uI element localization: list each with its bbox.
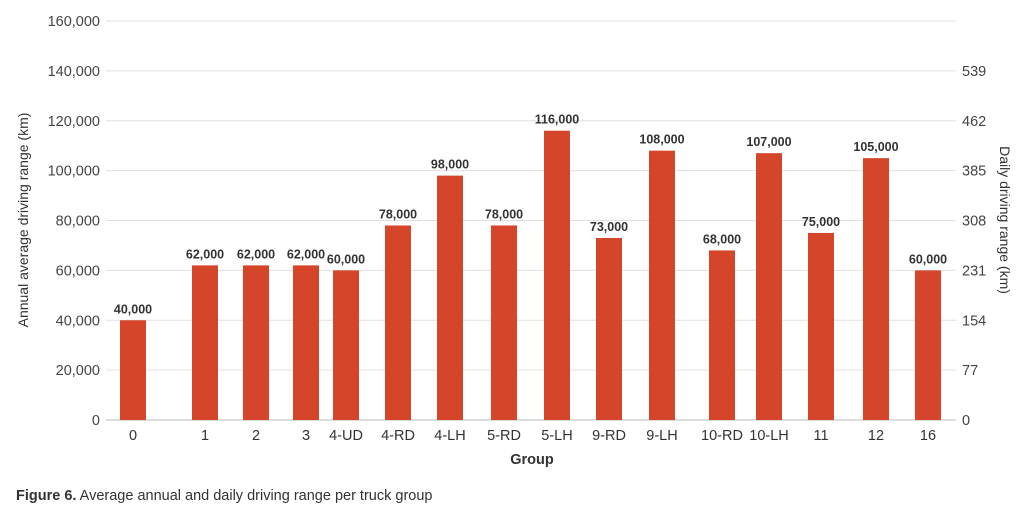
- bar: [756, 153, 782, 420]
- y-tick-label: 20,000: [56, 363, 100, 379]
- bar: [596, 237, 622, 420]
- data-label: 73,000: [590, 220, 628, 234]
- bar: [649, 150, 675, 421]
- bar: [709, 250, 735, 420]
- bar-chart: 0 20,000 40,000 60,000 80,000 100,000 120,000 1…: [15, 14, 1013, 468]
- data-label: 68,000: [703, 232, 741, 246]
- data-label: 98,000: [431, 158, 469, 172]
- data-label: 78,000: [485, 207, 523, 221]
- y2-axis-title: Daily driving range (km): [997, 146, 1013, 294]
- bar: [192, 265, 218, 420]
- category-label: 4-LH: [434, 428, 465, 444]
- bar: [437, 175, 463, 420]
- category-label: 10-LH: [749, 428, 789, 444]
- y2-tick-label: 154: [962, 313, 986, 329]
- category-labels: 0 1 2 3 4-UD 4-RD 4-LH 5-RD 5-LH 9-RD 9-LH 10-RD 10-…: [129, 428, 936, 444]
- bar: [293, 265, 319, 420]
- data-label: 62,000: [237, 247, 275, 261]
- y-tick-label: 120,000: [48, 114, 100, 130]
- category-label: 0: [129, 428, 137, 444]
- y2-tick-label: 0: [962, 413, 970, 429]
- figure-caption: Figure 6. Average annual and daily drivi…: [16, 488, 432, 504]
- bar: [808, 232, 834, 420]
- y-tick-label: 100,000: [48, 164, 100, 180]
- y2-tick-label: 462: [962, 114, 986, 130]
- category-label: 5-LH: [541, 428, 572, 444]
- data-label: 60,000: [327, 252, 365, 266]
- data-label: 62,000: [287, 247, 325, 261]
- y2-tick-label: 231: [962, 263, 986, 279]
- bar: [120, 320, 146, 420]
- category-label: 10-RD: [701, 428, 743, 444]
- y-tick-label: 160,000: [48, 14, 100, 30]
- data-label: 75,000: [802, 215, 840, 229]
- y-tick-label: 40,000: [56, 313, 100, 329]
- bar: [863, 158, 889, 420]
- y2-tick-label: 385: [962, 164, 986, 180]
- right-axis-ticks: 0 77 154 231 308 385 462 539: [962, 64, 986, 429]
- data-label: 108,000: [639, 133, 684, 147]
- category-label: 1: [201, 428, 209, 444]
- bar: [491, 225, 517, 420]
- y-axis-title: Annual average driving range (km): [15, 113, 31, 328]
- bar: [385, 225, 411, 420]
- y2-tick-label: 539: [962, 64, 986, 80]
- bars: [120, 130, 941, 421]
- data-label: 107,000: [746, 135, 791, 149]
- category-label: 9-LH: [646, 428, 677, 444]
- category-label: 4-RD: [381, 428, 415, 444]
- data-label: 116,000: [535, 113, 580, 127]
- data-label: 62,000: [186, 247, 224, 261]
- bar: [333, 270, 359, 420]
- y-tick-label: 60,000: [56, 263, 100, 279]
- data-label: 78,000: [379, 207, 417, 221]
- category-label: 12: [868, 428, 884, 444]
- data-label: 105,000: [853, 140, 898, 154]
- category-label: 3: [302, 428, 310, 444]
- bar: [544, 130, 570, 420]
- caption-label: Figure 6.: [16, 488, 77, 504]
- y2-tick-label: 308: [962, 214, 986, 230]
- x-axis-title: Group: [510, 452, 554, 468]
- data-label: 60,000: [909, 252, 947, 266]
- category-label: 4-UD: [329, 428, 363, 444]
- category-label: 16: [920, 428, 936, 444]
- data-label: 40,000: [114, 302, 152, 316]
- category-label: 11: [813, 428, 828, 444]
- category-label: 2: [252, 428, 260, 444]
- bar: [915, 270, 941, 420]
- y2-tick-label: 77: [962, 363, 978, 379]
- y-tick-label: 0: [92, 413, 100, 429]
- left-axis-ticks: 0 20,000 40,000 60,000 80,000 100,000 120,000 1…: [48, 14, 100, 429]
- y-tick-label: 140,000: [48, 64, 100, 80]
- caption-text: Average annual and daily driving range p…: [76, 488, 433, 504]
- category-label: 9-RD: [592, 428, 626, 444]
- bar: [243, 265, 269, 420]
- y-tick-label: 80,000: [56, 214, 100, 230]
- category-label: 5-RD: [487, 428, 521, 444]
